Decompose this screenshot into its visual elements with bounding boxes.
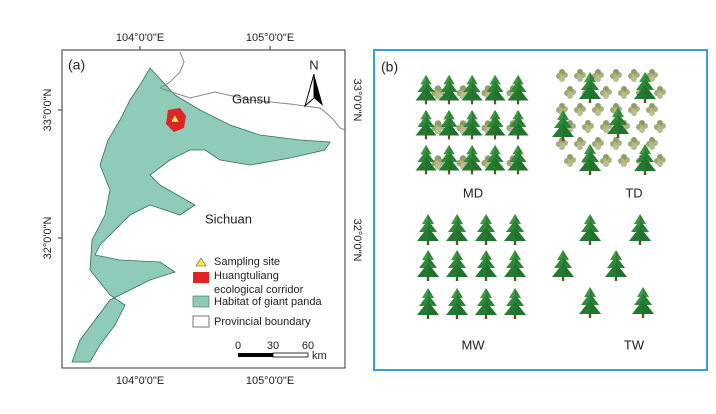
scale-label: km — [312, 350, 327, 362]
scale-bar — [238, 353, 273, 357]
legend-label: Sampling site — [214, 256, 280, 268]
legend-label: Huangtuliang — [214, 270, 279, 282]
legend-label: Habitat of giant panda — [214, 296, 323, 308]
provincial-boundary — [159, 51, 346, 131]
north-arrow — [314, 74, 323, 106]
legend-symbol — [192, 295, 210, 308]
panda-habitat — [71, 67, 331, 363]
longitude-label: 105°0'0"E — [246, 375, 294, 387]
panel-label: (b) — [381, 59, 398, 75]
stand-label: MD — [463, 185, 483, 200]
latitude-label: 32°0'0"N — [42, 217, 54, 260]
scale-label: 60 — [302, 340, 314, 352]
scale-bar — [272, 352, 309, 358]
longitude-label: 104°0'0"E — [116, 375, 164, 387]
stand-label: MW — [461, 337, 485, 352]
scale-label: 0 — [235, 340, 241, 352]
legend-label: Provincial boundary — [214, 316, 311, 328]
stand-label: TW — [624, 337, 645, 352]
north-label: N — [309, 57, 318, 72]
latitude-label: 33°0'0"N — [42, 89, 54, 132]
place-label: Sichuan — [205, 211, 252, 226]
longitude-label: 105°0'0"E — [246, 32, 294, 44]
stand-label: TD — [625, 185, 642, 200]
latitude-label: 32°0'0"N — [351, 219, 363, 262]
scale-label: 30 — [267, 340, 279, 352]
panel-label: (a) — [68, 57, 85, 73]
legend-symbol — [192, 315, 210, 328]
longitude-label: 104°0'0"E — [116, 32, 164, 44]
legend-symbol — [193, 272, 209, 283]
legend-label: ecological corridor — [214, 284, 304, 296]
place-label: Gansu — [232, 91, 270, 106]
sampling-site — [170, 114, 180, 123]
latitude-label: 33°0'0"N — [351, 79, 363, 122]
legend-symbol — [195, 257, 207, 267]
